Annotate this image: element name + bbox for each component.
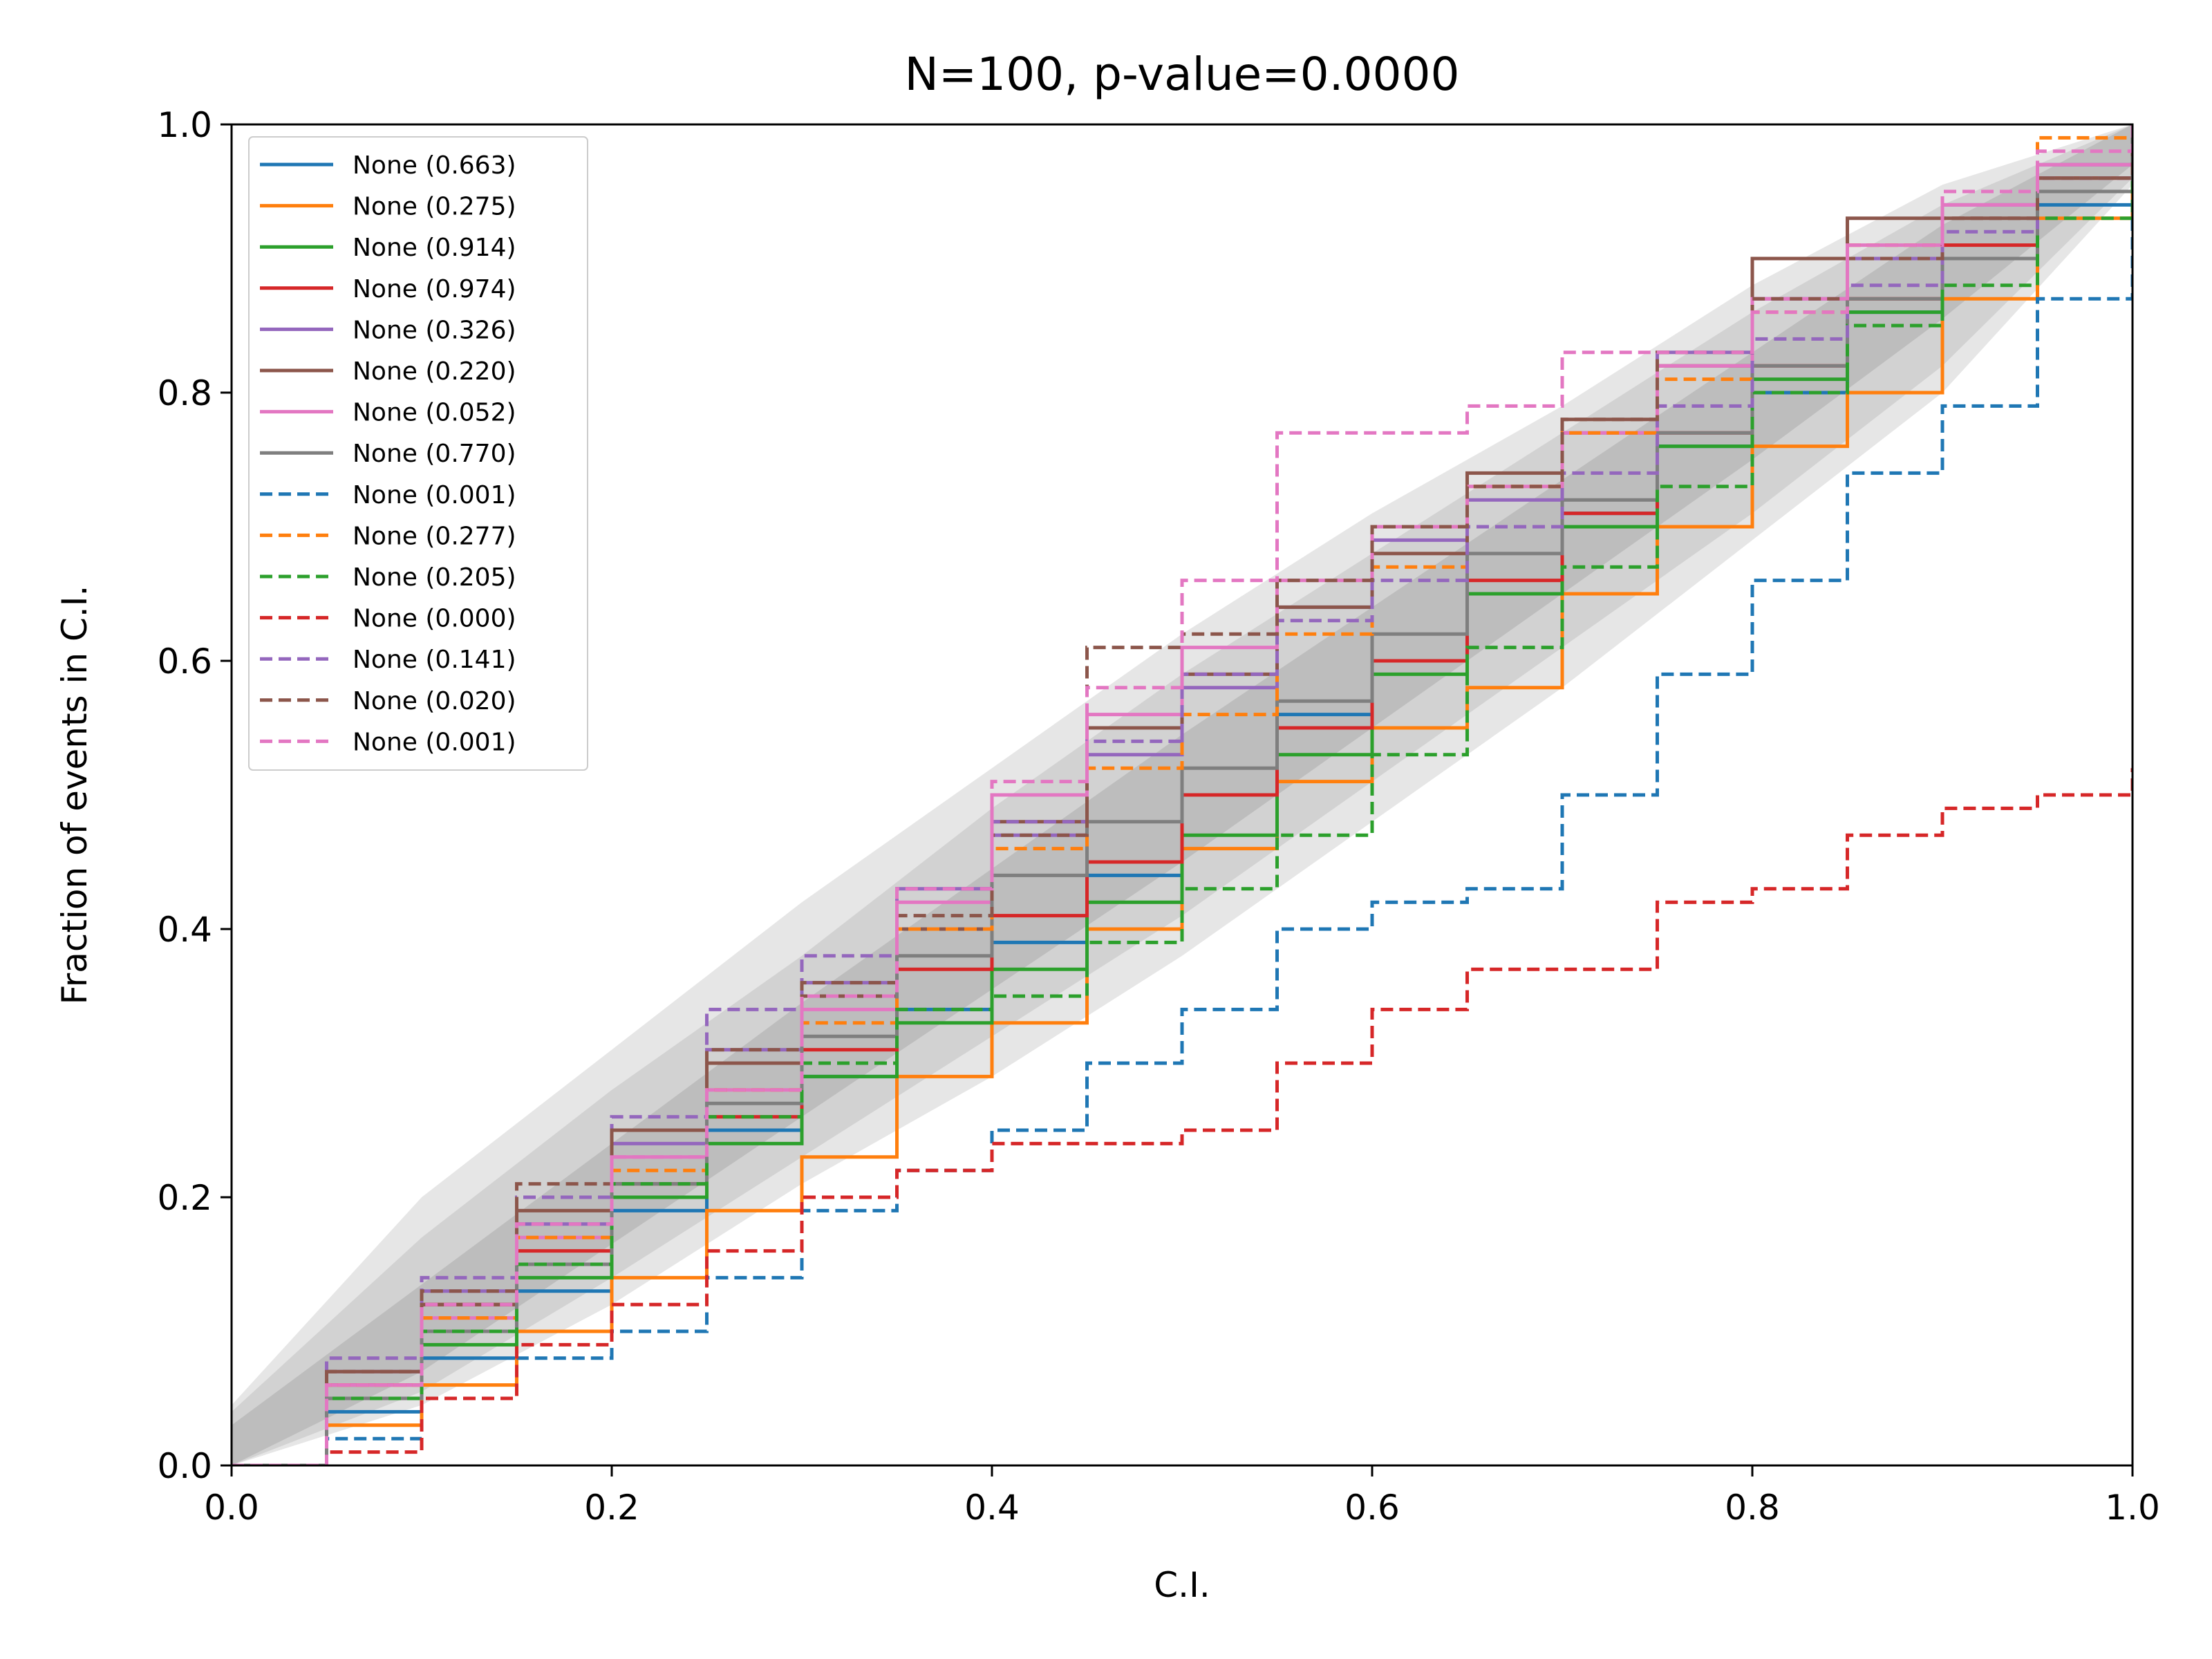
y-axis: 0.0 0.2 0.4 0.6 0.8 1.0 — [157, 105, 232, 1486]
x-tick-label: 0.0 — [204, 1488, 259, 1528]
legend-entry: None (0.000) — [353, 605, 516, 633]
legend-entry: None (0.277) — [353, 522, 516, 550]
legend-entry: None (0.052) — [353, 399, 516, 427]
x-tick-label: 0.6 — [1344, 1488, 1400, 1528]
x-axis-label: C.I. — [1154, 1565, 1210, 1605]
legend-entry: None (0.220) — [353, 357, 516, 386]
x-tick-label: 1.0 — [2105, 1488, 2160, 1528]
legend-entry: None (0.275) — [353, 193, 516, 221]
legend-entry: None (0.974) — [353, 275, 516, 303]
x-tick-label: 0.4 — [964, 1488, 1020, 1528]
legend-box — [248, 136, 588, 771]
series-line-12 — [232, 768, 2133, 1465]
y-tick-label: 0.2 — [157, 1178, 212, 1218]
legend-entry: None (0.141) — [353, 646, 516, 674]
chart-title: N=100, p-value=0.0000 — [904, 48, 1459, 101]
legend-entry: None (0.770) — [353, 440, 516, 468]
legend-entry: None (0.020) — [353, 687, 516, 715]
plot-frame — [230, 123, 2134, 1467]
y-tick-label: 0.4 — [157, 910, 212, 950]
y-tick-label: 0.6 — [157, 641, 212, 682]
series-line-11 — [232, 124, 2133, 1465]
y-tick-label: 0.8 — [157, 373, 212, 413]
legend-entry: None (0.205) — [353, 563, 516, 592]
y-axis-label: Fraction of events in C.I. — [55, 585, 95, 1005]
legend-entry: None (0.326) — [353, 316, 516, 344]
series-line-9 — [232, 124, 2133, 1465]
series-lines — [232, 124, 2133, 1465]
y-tick-label: 1.0 — [157, 105, 212, 145]
legend-entry: None (0.914) — [353, 234, 516, 262]
series-line-15 — [232, 124, 2133, 1465]
y-tick-label: 0.0 — [157, 1446, 212, 1486]
legend: None (0.663) None (0.275) None (0.914) None… — [248, 136, 588, 771]
legend-entry: None (0.001) — [353, 481, 516, 509]
x-tick-label: 0.2 — [584, 1488, 639, 1528]
x-tick-label: 0.8 — [1725, 1488, 1780, 1528]
x-axis: 0.0 0.2 0.4 0.6 0.8 1.0 — [204, 1465, 2160, 1528]
legend-entry: None (0.001) — [353, 728, 516, 756]
legend-entry: None (0.663) — [353, 151, 516, 180]
